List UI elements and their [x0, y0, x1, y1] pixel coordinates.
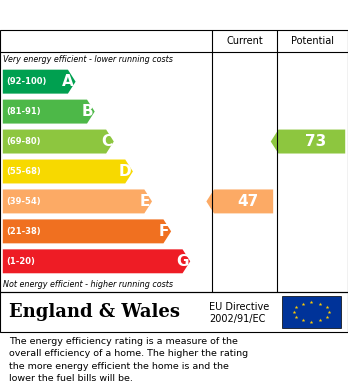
- Text: A: A: [62, 74, 74, 89]
- Polygon shape: [271, 129, 345, 154]
- Text: The energy efficiency rating is a measure of the
overall efficiency of a home. T: The energy efficiency rating is a measur…: [9, 337, 248, 383]
- Text: Potential: Potential: [291, 36, 334, 46]
- Text: Energy Efficiency Rating: Energy Efficiency Rating: [9, 7, 219, 23]
- Polygon shape: [3, 160, 133, 183]
- Text: Not energy efficient - higher running costs: Not energy efficient - higher running co…: [3, 280, 174, 289]
- Polygon shape: [206, 190, 273, 213]
- Text: 47: 47: [237, 194, 259, 209]
- Text: (55-68): (55-68): [6, 167, 41, 176]
- Text: Current: Current: [226, 36, 263, 46]
- Text: EU Directive: EU Directive: [209, 302, 269, 312]
- Text: D: D: [119, 164, 131, 179]
- Text: C: C: [101, 134, 112, 149]
- Text: G: G: [176, 254, 189, 269]
- Text: (81-91): (81-91): [6, 107, 41, 116]
- Polygon shape: [3, 129, 114, 154]
- Text: F: F: [159, 224, 169, 239]
- Text: 73: 73: [305, 134, 326, 149]
- Text: E: E: [140, 194, 150, 209]
- Text: (39-54): (39-54): [6, 197, 41, 206]
- Polygon shape: [3, 100, 95, 124]
- Text: (69-80): (69-80): [6, 137, 41, 146]
- Text: 2002/91/EC: 2002/91/EC: [209, 314, 265, 324]
- Text: England & Wales: England & Wales: [9, 303, 180, 321]
- Polygon shape: [3, 219, 171, 243]
- Text: Very energy efficient - lower running costs: Very energy efficient - lower running co…: [3, 55, 173, 64]
- Text: (1-20): (1-20): [6, 257, 35, 266]
- Text: B: B: [81, 104, 93, 119]
- Polygon shape: [3, 249, 190, 273]
- Bar: [282, 296, 341, 328]
- Polygon shape: [3, 190, 152, 213]
- Polygon shape: [3, 70, 76, 93]
- Text: (21-38): (21-38): [6, 227, 41, 236]
- Text: (92-100): (92-100): [6, 77, 47, 86]
